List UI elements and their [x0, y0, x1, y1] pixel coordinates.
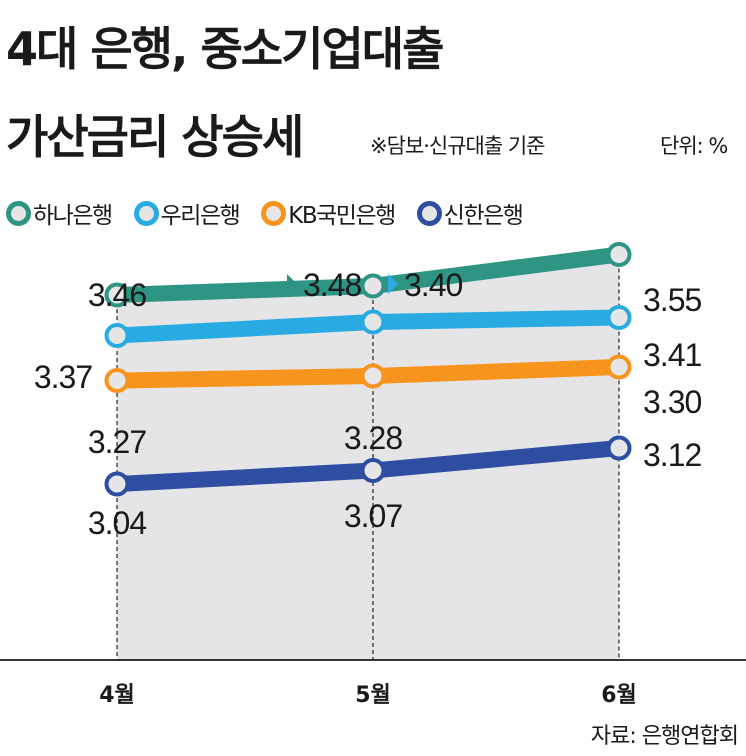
legend-label-hana: 하나은행: [33, 203, 113, 229]
chart-title-line1: 4대 은행, 중소기업대출: [6, 22, 444, 76]
data-point-shinhan: [360, 458, 386, 483]
legend-marker-woori: [133, 200, 159, 226]
chart-title-line2: 가산금리 상승세: [6, 110, 304, 164]
data-label-shinhan: 3.12: [643, 437, 701, 473]
unit-label: 단위: %: [660, 134, 728, 158]
data-point-kb: [606, 354, 632, 380]
legend-marker-shinhan: [416, 200, 442, 226]
callout-arrow-woori: [388, 274, 398, 294]
data-label-woori: 3.37: [34, 359, 92, 395]
data-point-kb: [360, 363, 386, 389]
callout-arrow-hana: [287, 274, 297, 294]
legend-item-kb: KB국민은행: [261, 196, 396, 230]
data-point-kb: [104, 368, 130, 393]
legend-item-hana: 하나은행: [6, 196, 113, 230]
data-label-hana: 3.48: [303, 267, 361, 303]
source-label: 자료: 은행연합회: [590, 724, 739, 749]
data-label-hana: 3.46: [88, 277, 146, 313]
legend-item-shinhan: 신한은행: [416, 196, 524, 230]
plot-area-fill: [117, 254, 619, 660]
data-label-woori: 3.40: [404, 267, 462, 303]
x-tick-label: 6월: [601, 683, 637, 708]
data-label-shinhan: 3.04: [88, 505, 146, 541]
legend-marker-hana: [6, 200, 31, 226]
data-point-hana: [606, 242, 632, 267]
data-point-shinhan: [606, 435, 632, 461]
data-point-hana: [360, 273, 386, 299]
data-point-shinhan: [104, 471, 130, 497]
x-tick-label: 5월: [355, 683, 391, 708]
legend-marker-kb: [261, 200, 287, 226]
legend-label-woori: 우리은행: [160, 203, 241, 229]
data-point-woori: [606, 305, 632, 330]
data-point-woori: [360, 309, 386, 335]
data-label-kb: 3.28: [344, 420, 402, 456]
legend-item-woori: 우리은행: [133, 196, 241, 230]
data-label-kb: 3.30: [643, 384, 701, 420]
data-label-woori: 3.41: [643, 337, 701, 373]
data-label-shinhan: 3.07: [344, 498, 402, 534]
legend: 하나은행 우리은행 KB국민은행 신한은행: [6, 196, 544, 230]
x-tick-label: 4월: [99, 683, 135, 708]
basis-note: ※담보·신규대출 기준: [370, 134, 546, 158]
data-label-hana: 3.55: [643, 282, 701, 318]
legend-label-kb: KB국민은행: [288, 203, 396, 229]
data-point-hana: [104, 282, 130, 308]
data-point-woori: [104, 323, 130, 348]
data-label-kb: 3.27: [88, 424, 146, 460]
legend-label-shinhan: 신한은행: [443, 203, 524, 229]
